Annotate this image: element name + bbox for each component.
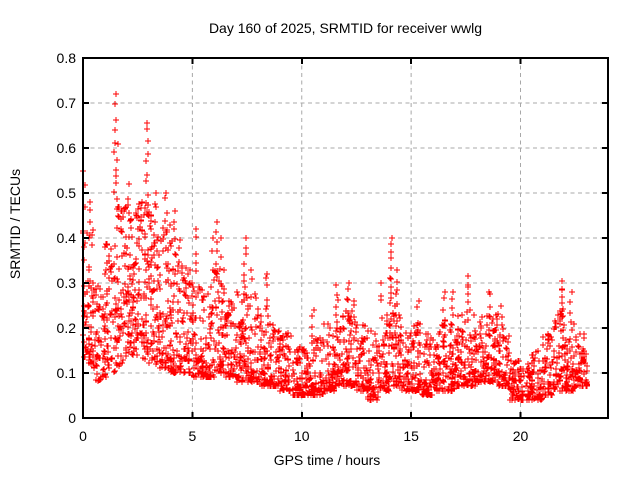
x-tick-label: 5 bbox=[188, 428, 196, 444]
chart-title: Day 160 of 2025, SRMTID for receiver wwl… bbox=[208, 20, 483, 36]
x-tick-label: 10 bbox=[294, 428, 310, 444]
y-tick-label: 0.8 bbox=[57, 50, 77, 66]
y-tick-label: 0.4 bbox=[57, 230, 77, 246]
y-tick-label: 0.6 bbox=[57, 140, 77, 156]
tick-labels: 0 5 10 15 20 0 0.1 0.2 0.3 0.4 0.5 0.6 0.7 0.8 bbox=[57, 50, 529, 444]
y-tick-label: 0.1 bbox=[57, 365, 77, 381]
y-tick-label: 0.3 bbox=[57, 275, 77, 291]
x-axis-title: GPS time / hours bbox=[273, 452, 381, 468]
y-tick-label: 0.2 bbox=[57, 320, 77, 336]
x-tick-label: 0 bbox=[79, 428, 87, 444]
x-tick-label: 20 bbox=[513, 428, 529, 444]
y-tick-label: 0.5 bbox=[57, 185, 77, 201]
axis-ticks bbox=[82, 57, 608, 419]
data-points-srmtid bbox=[80, 91, 590, 403]
x-tick-label: 15 bbox=[403, 428, 419, 444]
y-tick-label: 0 bbox=[68, 410, 76, 426]
y-tick-label: 0.7 bbox=[57, 95, 77, 111]
